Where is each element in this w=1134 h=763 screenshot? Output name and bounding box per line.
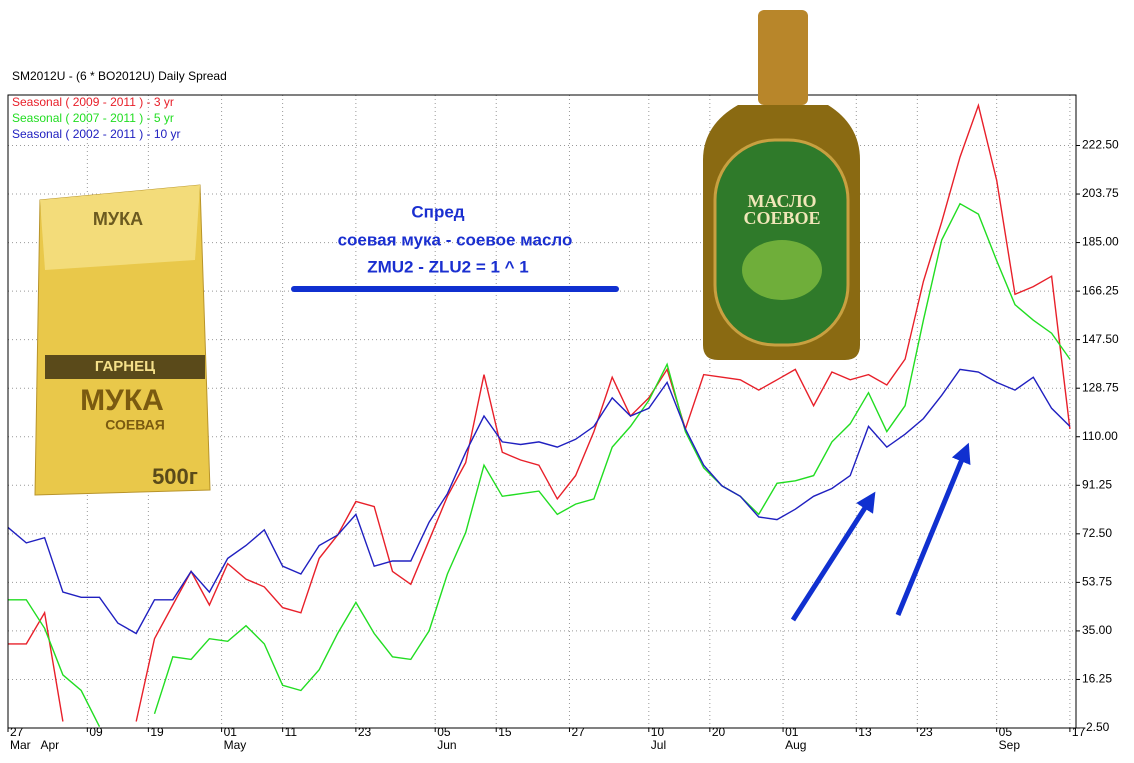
package-text: СОЕВАЯ bbox=[105, 417, 165, 433]
package-top bbox=[40, 185, 200, 270]
legend: Seasonal ( 2009 - 2011 ) - 3 yr Seasonal … bbox=[12, 95, 181, 141]
legend-entry: Seasonal ( 2007 - 2011 ) - 5 yr bbox=[12, 111, 174, 125]
legend-entry: Seasonal ( 2009 - 2011 ) - 3 yr bbox=[12, 95, 174, 109]
y-tick-label: -2.50 bbox=[1082, 720, 1110, 734]
x-tick-label: 01 bbox=[785, 725, 799, 739]
y-tick-label: 110.00 bbox=[1082, 429, 1118, 443]
x-month-label: Sep bbox=[999, 738, 1021, 752]
x-month-label: Jun bbox=[437, 738, 456, 752]
annotation: соевая мука - соевое масло bbox=[338, 230, 573, 249]
y-tick-label: 222.50 bbox=[1082, 138, 1119, 152]
annotation: ZMU2 - ZLU2 = 1 ^ 1 bbox=[367, 257, 529, 276]
y-tick-label: 203.75 bbox=[1082, 186, 1119, 200]
series-line bbox=[8, 102, 1071, 722]
chart-title: SM2012U - (6 * BO2012U) Daily Spread bbox=[12, 69, 227, 83]
x-tick-label: 27 bbox=[10, 725, 24, 739]
x-tick-label: 19 bbox=[150, 725, 164, 739]
series-line bbox=[8, 202, 1071, 728]
axes: -2.50 16.25 35.00 53.75 72.50 91.25 110.00 128.… bbox=[7, 138, 1119, 752]
y-tick-label: 16.25 bbox=[1082, 672, 1112, 686]
oil-bottle: МАСЛО СОЕВОЕ bbox=[703, 10, 860, 360]
y-tick-label: 185.00 bbox=[1082, 235, 1119, 249]
bottle-text: МАСЛО bbox=[747, 191, 816, 211]
x-month-label: Mar bbox=[10, 738, 31, 752]
package-text: 500г bbox=[152, 464, 198, 489]
arrow bbox=[790, 491, 876, 622]
y-tick-label: 91.25 bbox=[1082, 477, 1112, 491]
y-tick-label: 35.00 bbox=[1082, 623, 1112, 637]
x-tick-label: 20 bbox=[712, 725, 726, 739]
x-month-label: Jul bbox=[651, 738, 666, 752]
x-tick-label: 23 bbox=[358, 725, 372, 739]
plot-frame bbox=[7, 94, 1077, 729]
package-text: ГАРНЕЦ bbox=[95, 358, 155, 375]
bottle-text: СОЕВОЕ bbox=[743, 208, 820, 228]
annotation: Спред bbox=[411, 202, 464, 221]
package-text: МУКА bbox=[93, 209, 143, 229]
plot-lines bbox=[8, 102, 1071, 728]
x-tick-label: 10 bbox=[651, 725, 665, 739]
y-tick-label: 72.50 bbox=[1082, 526, 1112, 540]
package-band bbox=[45, 355, 205, 379]
package-text: МУКА bbox=[80, 384, 164, 417]
bottle-neck bbox=[758, 10, 808, 105]
x-month-label: Apr bbox=[41, 738, 60, 752]
x-tick-label: 11 bbox=[285, 725, 298, 739]
x-tick-label: 15 bbox=[498, 725, 512, 739]
legend-entry: Seasonal ( 2002 - 2011 ) - 10 yr bbox=[12, 127, 181, 141]
x-tick-label: 09 bbox=[89, 725, 103, 739]
x-tick-label: 27 bbox=[571, 725, 585, 739]
x-tick-label: 13 bbox=[858, 725, 872, 739]
x-tick-label: 05 bbox=[999, 725, 1013, 739]
x-tick-label: 05 bbox=[437, 725, 451, 739]
flour-package: МУКА ГАРНЕЦ МУКА СОЕВАЯ 500г bbox=[34, 184, 211, 496]
y-tick-label: 128.75 bbox=[1082, 380, 1119, 394]
series-line bbox=[8, 368, 1071, 635]
y-tick-label: 53.75 bbox=[1082, 575, 1112, 589]
x-month-label: May bbox=[224, 738, 247, 752]
x-tick-label: 23 bbox=[919, 725, 933, 739]
arrow bbox=[895, 442, 971, 616]
y-tick-label: 147.50 bbox=[1082, 332, 1119, 346]
y-tick-label: 166.25 bbox=[1082, 283, 1119, 297]
bottle-picture bbox=[742, 240, 822, 300]
x-month-label: Aug bbox=[785, 738, 806, 752]
x-tick-label: 01 bbox=[224, 725, 238, 739]
x-tick-label: 17 bbox=[1072, 725, 1086, 739]
